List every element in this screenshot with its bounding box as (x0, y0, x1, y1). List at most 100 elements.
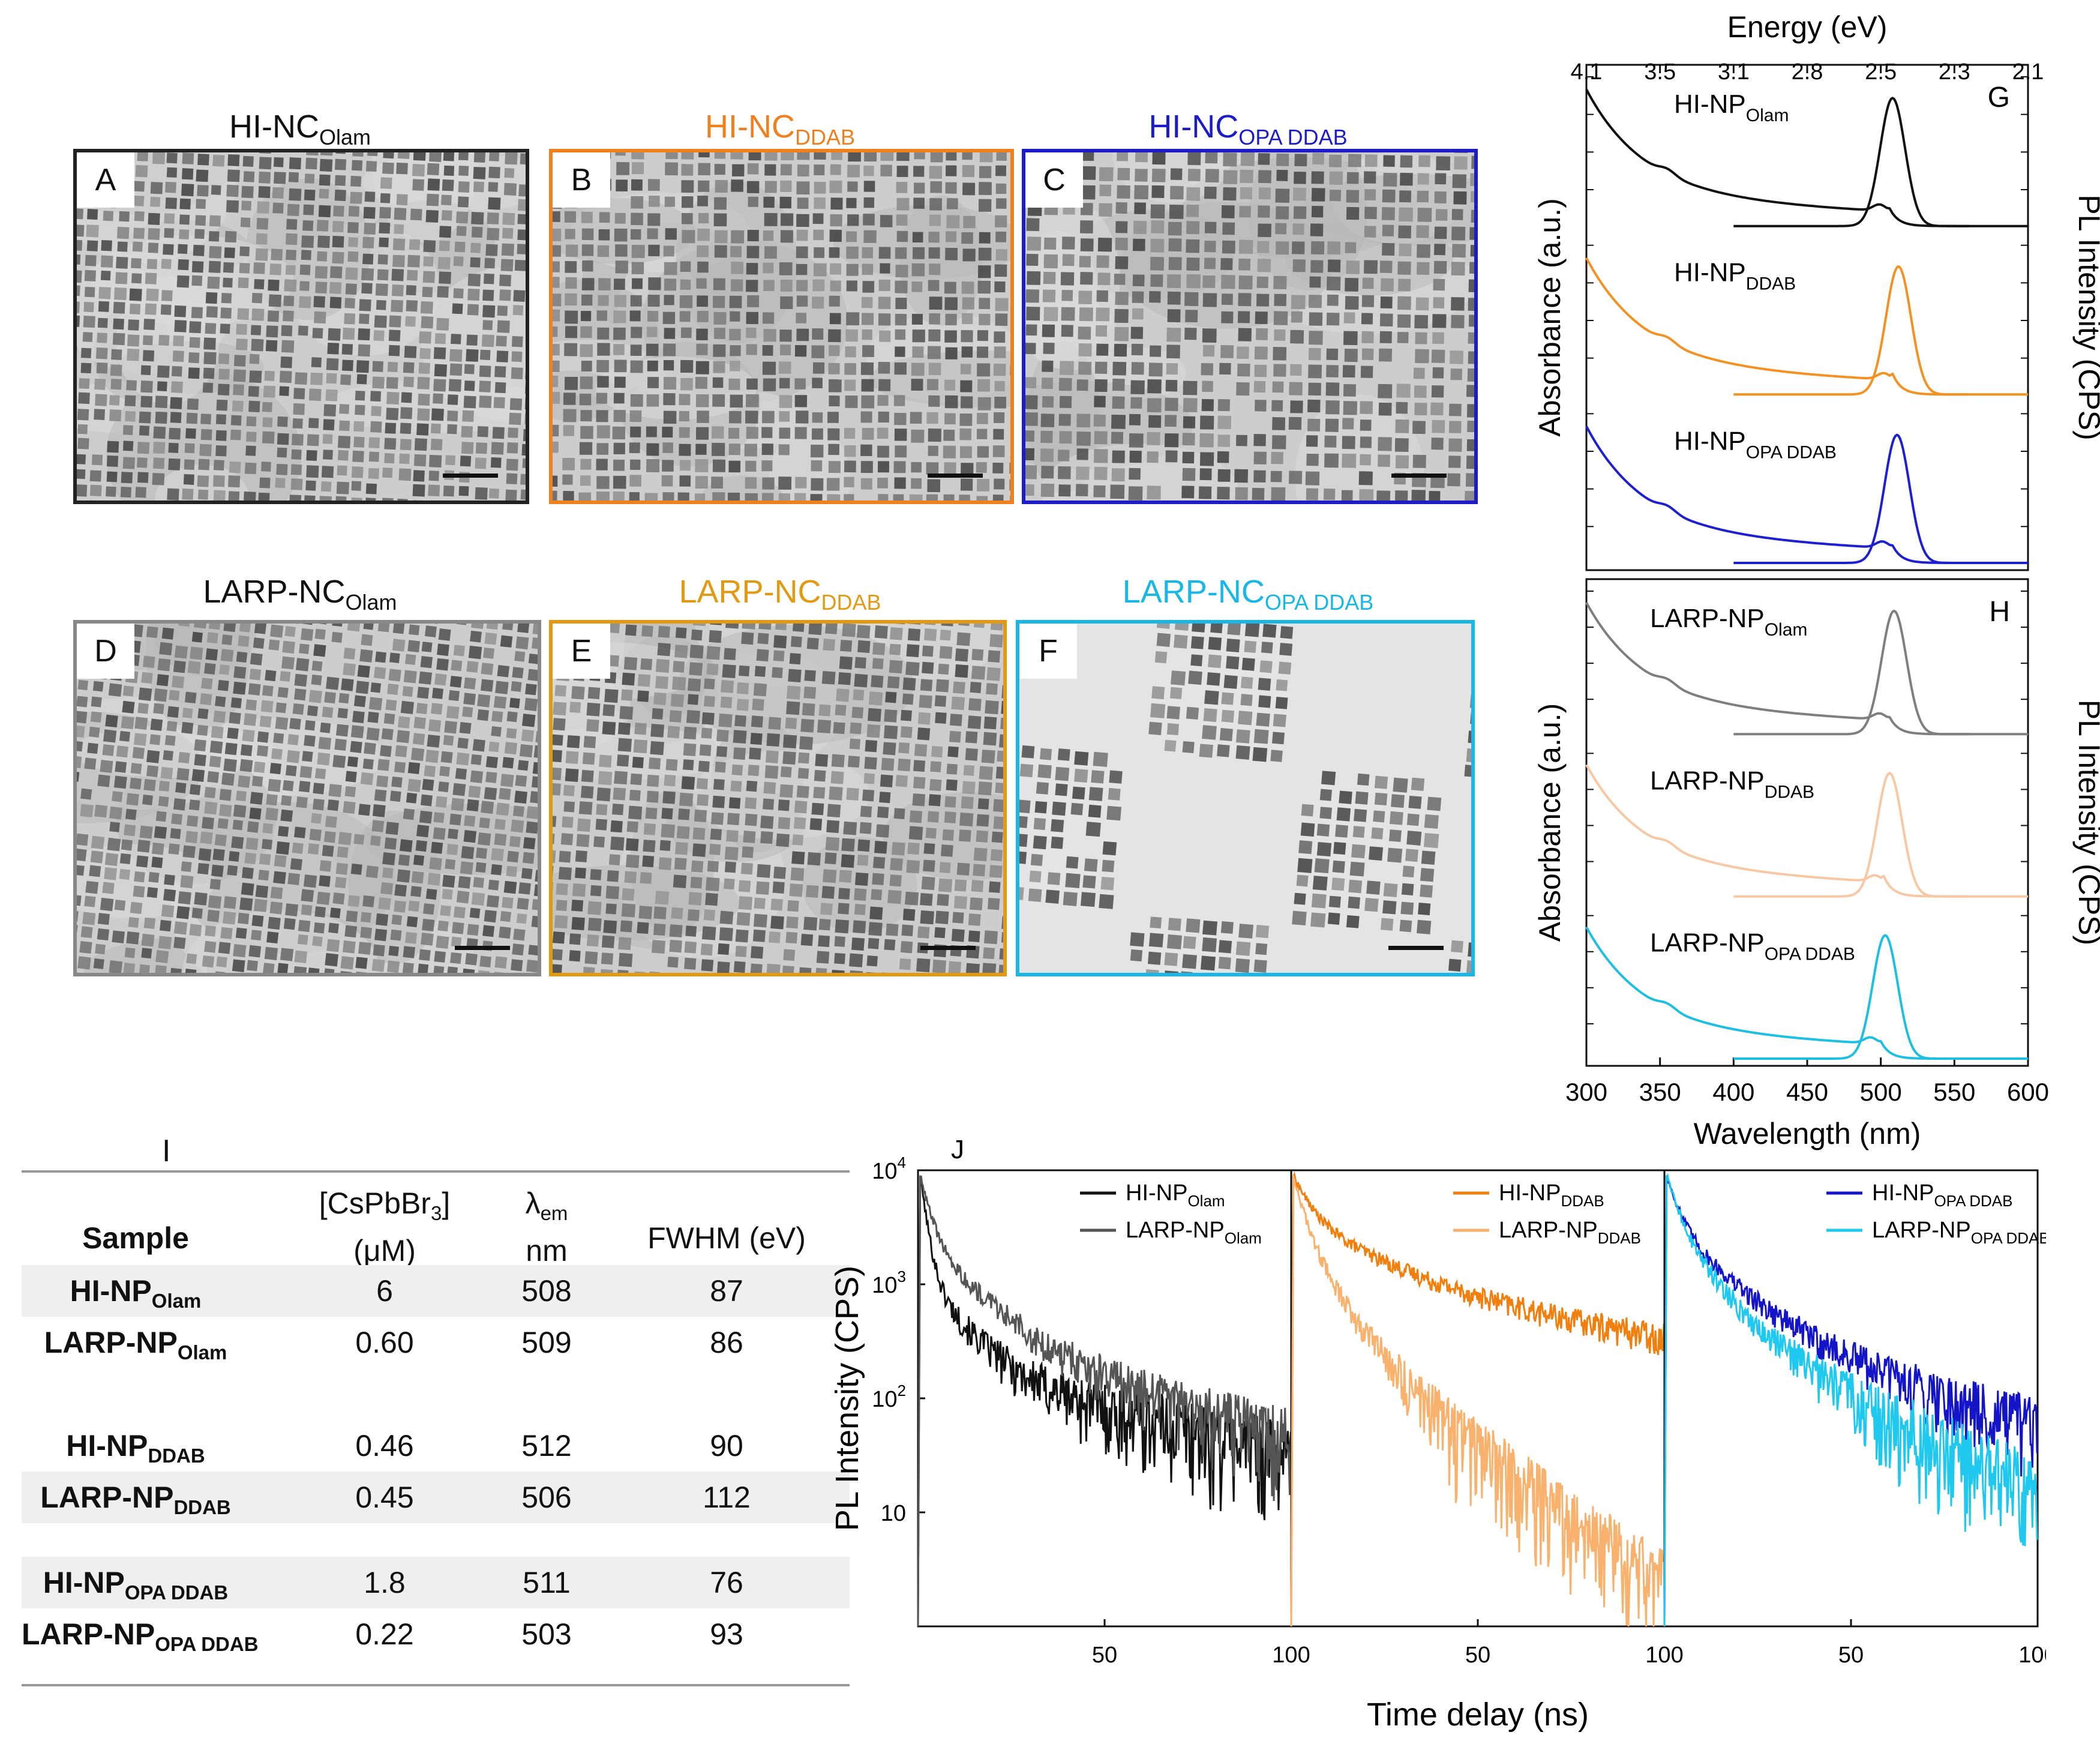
pl-axis-label-g: PL Intensity (CPS) (2072, 194, 2100, 440)
panel-g-frame (1585, 64, 2029, 571)
cell-sample: LARP-NPOlam (44, 1326, 227, 1364)
tem-image-a: A (73, 149, 529, 504)
table-row: LARP-NPDDAB 0.45 506 112 (22, 1472, 850, 1523)
legend-label: HI-NPOPA DDAB (1872, 1180, 2012, 1210)
decay-x-tick-label: 100 (1272, 1643, 1310, 1668)
decay-y-tick-label: 103 (872, 1267, 906, 1298)
tem-texture (553, 624, 1003, 973)
tem-image-b: B (549, 149, 1014, 504)
legend-label: HI-NPDDAB (1499, 1180, 1604, 1210)
tem-panel-letter-b: B (553, 152, 610, 208)
cell-fwhm: 76 (710, 1566, 743, 1599)
absorbance-curve (1585, 764, 1969, 898)
tem-texture (77, 152, 526, 501)
cell-lambda: 508 (521, 1274, 572, 1308)
legend-label: HI-NPOlam (1126, 1180, 1225, 1210)
cell-fwhm: 87 (710, 1274, 743, 1308)
table-header-sample: Sample (82, 1221, 189, 1255)
wavelength-tick-label: 300 (1565, 1078, 1607, 1106)
pl-curve (1733, 265, 2028, 396)
pl-curve (1733, 771, 2028, 898)
scale-bar (920, 946, 976, 950)
cell-fwhm: 93 (710, 1617, 743, 1651)
series-label: HI-NPOlam (1674, 89, 1789, 125)
pl-decay-chart: J PL Intensity (CPS) 104 103 102 10 Time delay… (829, 1135, 2046, 1733)
absorbance-curve (1585, 602, 1969, 736)
table-row: LARP-NPOlam 0.60 509 86 (22, 1317, 850, 1368)
energy-axis-label: Energy (eV) (1727, 10, 1888, 44)
wavelength-tick-label: 350 (1639, 1078, 1681, 1106)
decay-y-tick-label: 102 (872, 1382, 906, 1412)
absorbance-curve (1585, 926, 1969, 1060)
series-label: LARP-NPOPA DDAB (1650, 928, 1855, 964)
tem-title-b: HI-NCDDAB (704, 109, 855, 149)
panel-letter-j: J (951, 1135, 964, 1164)
cell-fwhm: 86 (710, 1326, 743, 1359)
cell-concentration: 0.60 (355, 1326, 414, 1359)
tem-texture (1025, 152, 1474, 501)
scale-bar (1388, 946, 1444, 950)
tem-panel-letter-c: C (1025, 152, 1083, 208)
table-header-lambda: λem nm (525, 1186, 568, 1267)
table-bottom-rule (22, 1684, 850, 1686)
cell-fwhm: 90 (710, 1429, 743, 1463)
series-label: HI-NPDDAB (1674, 258, 1796, 294)
panel-letter-h: H (1989, 596, 2010, 628)
wavelength-tick-label: 600 (2007, 1078, 2049, 1106)
pl-axis-label-h: PL Intensity (CPS) (2072, 700, 2100, 945)
decay-y-axis-label: PL Intensity (CPS) (829, 1266, 865, 1531)
wavelength-axis-label: Wavelength (nm) (1694, 1117, 1921, 1150)
legend-label: LARP-NPOlam (1126, 1218, 1262, 1247)
pl-curve (1733, 609, 2028, 736)
cell-sample: LARP-NPDDAB (40, 1481, 231, 1518)
decay-x-tick-label: 100 (2018, 1643, 2046, 1668)
series-label: LARP-NPDDAB (1650, 766, 1814, 802)
decay-curve (1290, 1171, 1665, 1627)
decay-y-tick-label: 104 (872, 1153, 906, 1184)
wavelength-tick-label: 500 (1860, 1078, 1902, 1106)
decay-x-tick-label: 100 (1645, 1643, 1683, 1668)
table-header-fwhm: FWHM (eV) (647, 1221, 806, 1255)
decay-x-axis-label: Time delay (ns) (1367, 1697, 1589, 1733)
series-label: LARP-NPOlam (1650, 604, 1807, 640)
scale-bar (928, 474, 983, 478)
scale-bar (443, 474, 498, 478)
decay-curve (917, 1175, 1292, 1627)
cell-lambda: 509 (521, 1326, 572, 1359)
table-row: HI-NPDDAB 0.46 512 90 (22, 1420, 850, 1472)
pl-curve (1733, 97, 2028, 227)
tem-title-d: LARP-NCOlam (203, 574, 397, 615)
tem-title-c: HI-NCOPA DDAB (1148, 109, 1348, 149)
cell-sample: HI-NPDDAB (66, 1429, 205, 1467)
tem-image-e: E (549, 620, 1007, 976)
absorbance-axis-label-g: Absorbance (a.u.) (1536, 198, 1567, 436)
cell-sample: LARP-NPOPA DDAB (22, 1617, 259, 1655)
decay-x-tick-label: 50 (1092, 1643, 1117, 1668)
table-row: HI-NPOlam 6 508 87 (22, 1265, 850, 1317)
table-row: LARP-NPOPA DDAB 0.22 503 93 (22, 1608, 850, 1660)
absorbance-curve (1585, 257, 1969, 396)
cell-fwhm: 112 (703, 1481, 751, 1514)
tem-image-f: F (1016, 620, 1475, 976)
legend-label: LARP-NPDDAB (1499, 1218, 1641, 1247)
absorbance-curve (1585, 425, 1969, 564)
panel-letter-i: I (162, 1134, 171, 1168)
cell-lambda: 511 (523, 1566, 571, 1599)
wavelength-tick-label: 400 (1712, 1078, 1754, 1106)
tem-title-f: LARP-NCOPA DDAB (1122, 574, 1374, 615)
cell-sample: HI-NPOlam (70, 1274, 202, 1312)
tem-texture (1019, 624, 1471, 973)
pl-curve (1733, 433, 2028, 564)
cell-sample: HI-NPOPA DDAB (43, 1566, 229, 1604)
tem-texture (553, 152, 1010, 501)
decay-y-tick-label: 10 (881, 1501, 906, 1526)
decay-x-tick-label: 50 (1838, 1643, 1864, 1668)
wavelength-tick-label: 550 (1933, 1078, 1975, 1106)
tem-panel-letter-f: F (1019, 624, 1077, 679)
tem-panel-letter-d: D (77, 624, 134, 679)
legend-label: LARP-NPOPA DDAB (1872, 1218, 2046, 1247)
cell-concentration: 1.8 (364, 1566, 406, 1599)
decay-curve (1663, 1173, 2038, 1627)
scale-bar (455, 946, 510, 950)
